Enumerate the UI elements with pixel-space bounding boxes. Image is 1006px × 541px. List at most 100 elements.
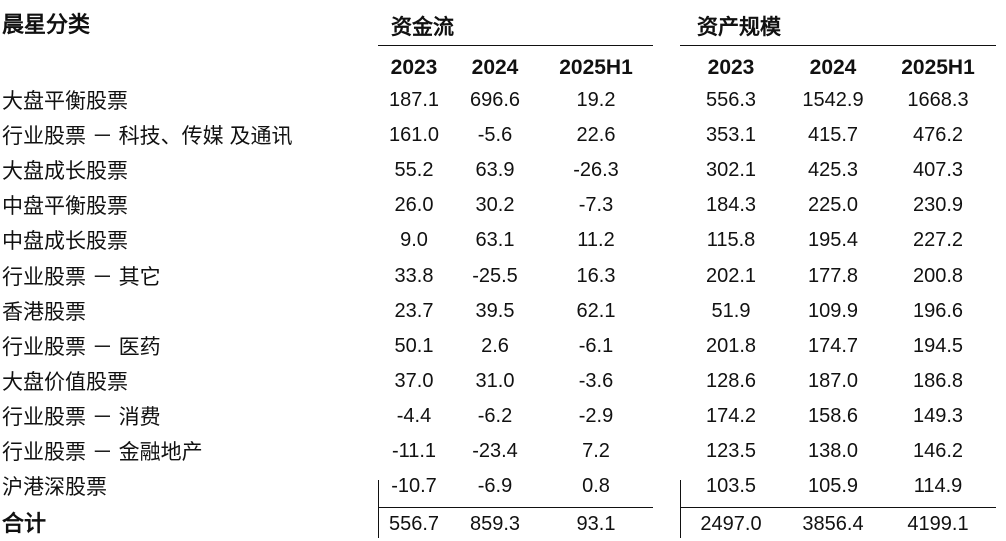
flow-year-header: 2023	[390, 56, 438, 79]
flow-value: 16.3	[576, 264, 616, 287]
aum-value: 149.3	[912, 404, 964, 427]
aum-value: 138.0	[807, 440, 859, 462]
aum-year-header: 2024	[809, 56, 857, 79]
flow-value: 19.2	[576, 89, 616, 111]
flow-value: -23.4	[472, 440, 518, 462]
row-label: 中盘平衡股票	[2, 195, 128, 219]
flow-value: -2.9	[578, 404, 614, 427]
aum-value: 225.0	[807, 194, 859, 217]
aum-value: 353.1	[705, 124, 757, 147]
flow-value: 39.5	[475, 299, 515, 322]
flow-value: -6.2	[477, 404, 513, 427]
flow-value: 9.0	[400, 229, 428, 252]
aum-value: 109.9	[807, 299, 859, 322]
aum-value: 556.3	[705, 89, 757, 111]
aum-value: 103.5	[705, 475, 757, 498]
flow-value: -6.9	[477, 475, 513, 498]
total-separator-left	[378, 507, 653, 508]
flow-value: -25.5	[472, 264, 518, 287]
total-separator-right	[680, 507, 996, 508]
flow-value: -7.3	[578, 194, 614, 217]
aum-value: 115.8	[706, 229, 756, 252]
flow-value: 55.2	[394, 159, 434, 182]
flow-value: 62.1	[576, 299, 616, 322]
flow-value: -6.1	[578, 334, 614, 357]
row-label: 大盘价值股票	[2, 370, 128, 394]
flow-value: 161.0	[388, 124, 440, 147]
flow-value: 187.1	[388, 89, 440, 111]
flow-value: 11.2	[577, 229, 615, 252]
aum-value: 158.6	[807, 404, 859, 427]
row-label: 行业股票 － 其它	[2, 265, 161, 289]
aum-value: 227.2	[912, 229, 964, 252]
aum-value: 476.2	[912, 124, 964, 147]
row-label: 中盘成长股票	[2, 230, 128, 254]
flow-value: 33.8	[394, 264, 434, 287]
aum-year-header: 2025H1	[901, 56, 975, 79]
flow-value: 22.6	[576, 124, 616, 147]
flow-value: 696.6	[469, 89, 521, 111]
flow-value: 23.7	[394, 299, 434, 322]
aum-value: 186.8	[912, 369, 964, 392]
column-divider-left	[378, 480, 379, 538]
flow-year-header: 2025H1	[559, 56, 633, 79]
flow-value: 37.0	[394, 369, 434, 392]
aum-value: 184.3	[705, 194, 757, 217]
aum-value: 230.9	[912, 194, 964, 217]
flow-value: 63.9	[475, 159, 515, 182]
flow-value: 63.1	[475, 229, 515, 252]
row-label: 行业股票 － 消费	[2, 405, 161, 429]
aum-value: 187.0	[807, 369, 859, 392]
flow-group-title: 资金流	[391, 16, 454, 39]
flow-value: 50.1	[394, 334, 434, 357]
category-header: 晨星分类	[2, 12, 91, 37]
row-label: 大盘平衡股票	[2, 90, 128, 113]
aum-group-title: 资产规模	[697, 16, 781, 39]
flow-group-underline	[378, 45, 653, 46]
total-flow-value: 556.7	[388, 513, 440, 535]
aum-year-header: 2023	[707, 56, 755, 79]
aum-value: 407.3	[912, 159, 964, 182]
aum-value: 195.4	[807, 229, 859, 252]
aum-group-underline	[680, 45, 996, 46]
total-aum-value: 4199.1	[907, 513, 969, 535]
aum-value: 114.9	[913, 475, 963, 498]
total-label: 合计	[2, 511, 47, 536]
aum-value: 302.1	[705, 159, 757, 182]
aum-value: 51.9	[711, 299, 751, 322]
flow-value: 30.2	[475, 194, 515, 217]
row-label: 香港股票	[2, 300, 86, 324]
aum-value: 415.7	[807, 124, 859, 147]
flow-value: 2.6	[481, 334, 509, 357]
aum-value: 1668.3	[907, 89, 969, 111]
aum-value: 200.8	[912, 264, 964, 287]
aum-value: 123.5	[705, 440, 757, 462]
flow-value: -4.4	[396, 404, 432, 427]
flow-value: -5.6	[477, 124, 513, 147]
flow-value: -10.7	[391, 475, 437, 498]
row-label: 行业股票 － 科技、传媒 及通讯	[2, 125, 293, 149]
aum-value: 128.6	[705, 369, 757, 392]
row-label: 行业股票 － 金融地产	[2, 441, 203, 464]
row-label: 沪港深股票	[2, 476, 107, 500]
total-aum-value: 3856.4	[802, 513, 864, 535]
flow-value: -3.6	[578, 369, 614, 392]
row-label: 大盘成长股票	[2, 160, 128, 184]
aum-value: 146.2	[912, 440, 964, 462]
row-label: 行业股票 － 医药	[2, 335, 161, 359]
aum-value: 174.2	[705, 404, 757, 427]
flow-value: 26.0	[394, 194, 434, 217]
flow-value: -11.1	[391, 440, 437, 462]
column-divider-right	[680, 480, 681, 538]
aum-value: 425.3	[807, 159, 859, 182]
aum-value: 174.7	[807, 334, 859, 357]
total-flow-value: 93.1	[576, 513, 616, 535]
flow-value: -26.3	[573, 159, 619, 182]
flow-value: 7.2	[582, 440, 610, 462]
aum-value: 196.6	[912, 299, 964, 322]
aum-value: 177.8	[807, 264, 859, 287]
aum-value: 194.5	[912, 334, 964, 357]
flow-year-header: 2024	[471, 56, 519, 79]
flow-value: 31.0	[475, 369, 515, 392]
aum-value: 105.9	[807, 475, 859, 498]
